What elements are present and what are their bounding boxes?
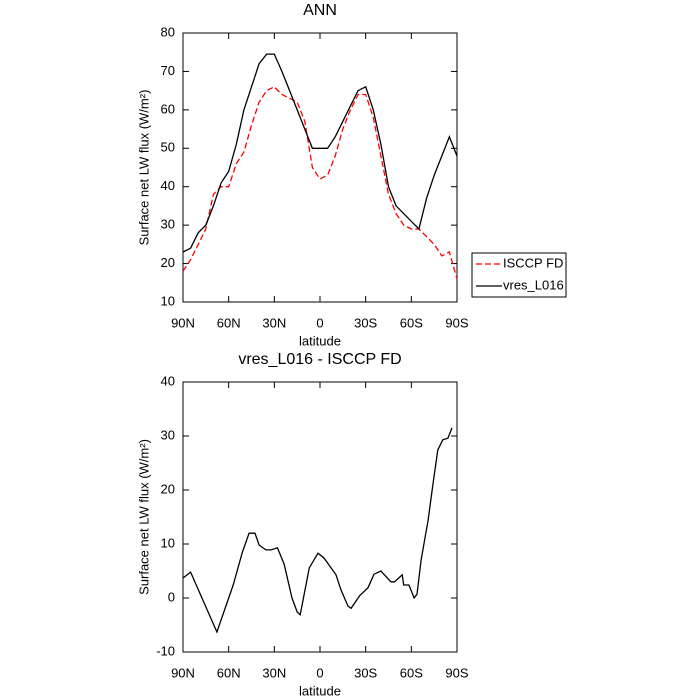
x-tick-label: 90N [171,665,195,680]
legend-box [471,252,567,298]
x-tick-label: 60N [217,315,241,330]
x-tick-label: 30S [354,665,377,680]
x-tick-label: 30N [262,665,286,680]
y-axis-label: Surface net LW flux (W/m²) [136,90,151,246]
x-axis-label: latitude [299,333,341,348]
y-tick-label: 40 [161,373,175,388]
y-tick-label: 70 [161,63,175,78]
x-tick-label: 0 [316,665,323,680]
y-tick-label: 10 [161,535,175,550]
x-tick-label: 90S [445,315,468,330]
x-tick-label: 90S [445,665,468,680]
x-tick-label: 60N [217,665,241,680]
legend-label: vres_L016 [503,277,564,292]
y-tick-label: 80 [161,24,175,39]
y-tick-label: 30 [161,217,175,232]
plot-frame [182,32,458,303]
x-tick-label: 0 [316,315,323,330]
y-tick-label: 10 [161,293,175,308]
data-line [182,427,453,634]
y-axis-label: Surface net LW flux (W/m²) [136,439,151,595]
y-tick-label: 30 [161,427,175,442]
y-tick-label: 50 [161,140,175,155]
chart-title: vres_L016 - ISCCP FD [238,351,401,368]
x-tick-label: 30S [354,315,377,330]
y-tick-label: -10 [156,643,175,658]
x-tick-label: 60S [400,315,423,330]
chart-title: ANN [303,2,337,19]
data-line [182,86,458,280]
y-tick-label: 60 [161,101,175,116]
y-tick-label: 20 [161,255,175,270]
x-tick-label: 90N [171,315,195,330]
x-axis-label: latitude [299,683,341,698]
x-tick-label: 30N [262,315,286,330]
y-tick-label: 40 [161,178,175,193]
data-line [182,53,458,253]
y-tick-label: 20 [161,481,175,496]
x-tick-label: 60S [400,665,423,680]
legend-label: ISCCP FD [503,255,563,270]
y-tick-label: 0 [168,589,175,604]
